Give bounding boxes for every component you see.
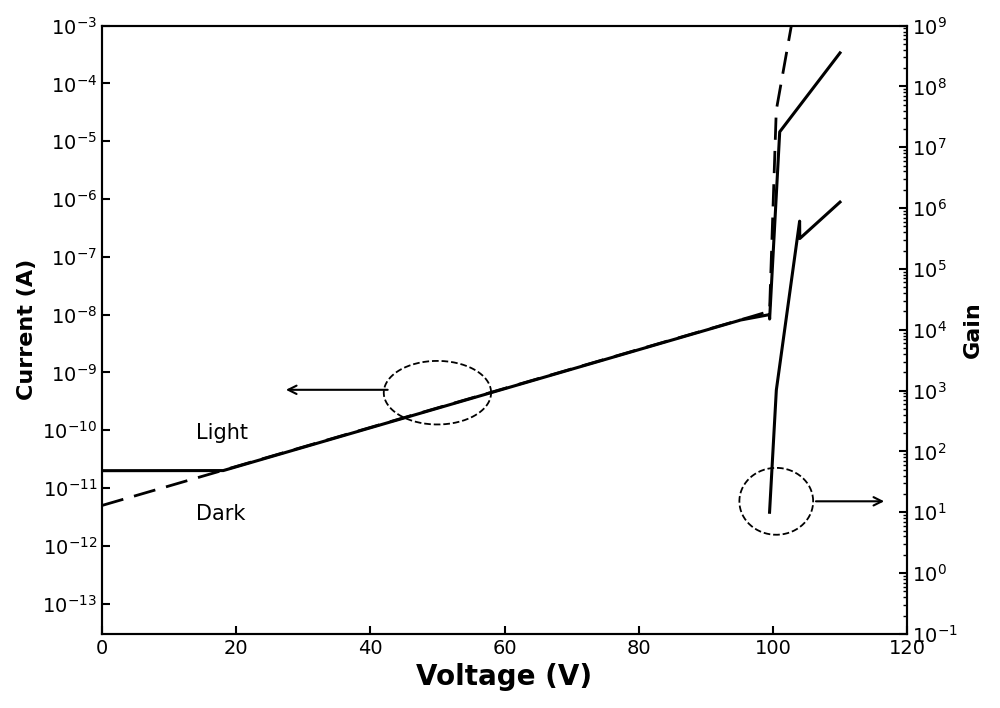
Y-axis label: Gain: Gain <box>963 302 983 358</box>
Y-axis label: Current (A): Current (A) <box>17 259 37 401</box>
X-axis label: Voltage (V): Voltage (V) <box>416 663 593 691</box>
Text: Light: Light <box>196 423 248 443</box>
Text: Dark: Dark <box>196 504 245 524</box>
